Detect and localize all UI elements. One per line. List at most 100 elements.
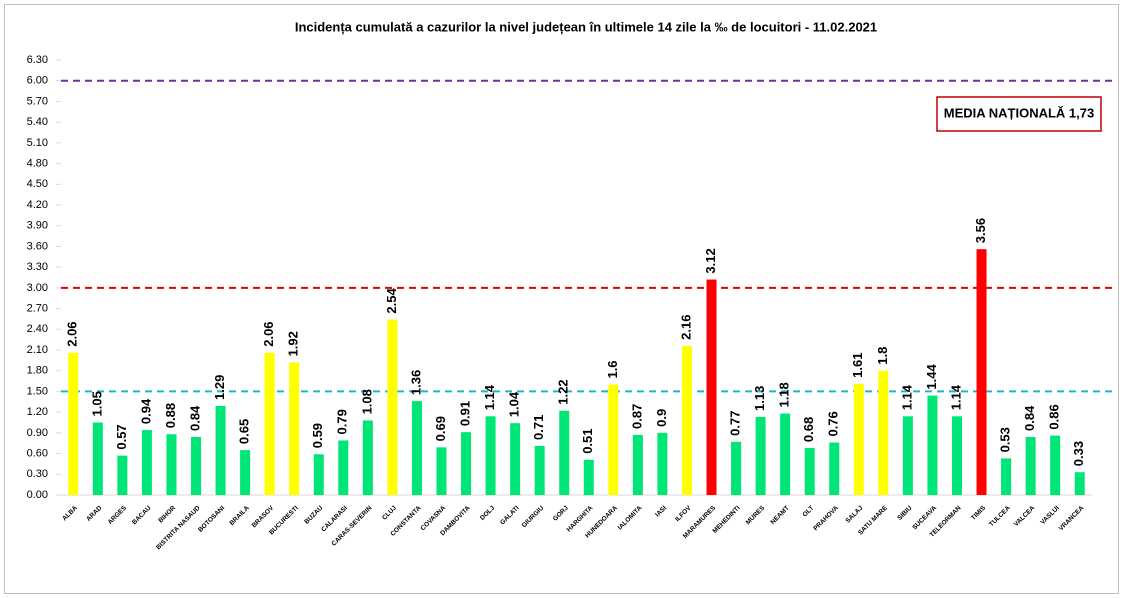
y-tick-label: 6.30: [27, 54, 48, 66]
bar: [927, 395, 938, 495]
bar: [780, 413, 791, 495]
value-label: 0.84: [187, 405, 202, 431]
y-tick-label: 1.50: [27, 385, 48, 397]
value-label: 0.51: [580, 428, 595, 453]
bar: [1074, 472, 1085, 495]
bar: [485, 416, 496, 495]
bar: [166, 434, 177, 495]
value-label: 1.8: [875, 347, 890, 365]
y-tick-label: 1.20: [27, 406, 48, 418]
y-tick-label: 0.60: [27, 447, 48, 459]
bar: [92, 422, 103, 495]
bar: [657, 432, 668, 495]
value-label: 0.33: [1071, 441, 1086, 466]
value-label: 0.57: [114, 424, 129, 449]
bar: [804, 448, 815, 495]
value-label: 1.14: [482, 384, 497, 410]
y-tick-label: 0.00: [27, 489, 48, 501]
y-tick-label: 4.50: [27, 178, 48, 190]
bar: [878, 370, 889, 495]
bar: [362, 420, 373, 495]
y-tick-label: 3.60: [27, 240, 48, 252]
bar: [608, 384, 619, 495]
value-label: 1.18: [777, 382, 792, 407]
y-tick-label: 5.40: [27, 116, 48, 128]
value-label: 1.61: [850, 353, 865, 378]
bar: [902, 416, 913, 495]
chart-frame: [4, 4, 1119, 594]
y-tick-label: 3.90: [27, 220, 48, 232]
bar: [240, 450, 251, 495]
value-label: 0.87: [629, 404, 644, 429]
y-tick-label: 2.10: [27, 344, 48, 356]
chart-title: Incidența cumulată a cazurilor la nivel …: [295, 19, 877, 34]
value-label: 2.16: [678, 315, 693, 340]
value-label: 0.76: [826, 411, 841, 436]
bar: [387, 319, 398, 495]
value-label: 1.14: [899, 384, 914, 410]
value-label: 1.05: [89, 391, 104, 416]
bar: [706, 279, 717, 495]
value-label: 2.06: [261, 321, 276, 346]
bar: [264, 352, 275, 495]
value-label: 0.53: [998, 427, 1013, 452]
value-label: 1.29: [212, 375, 227, 400]
value-label: 1.44: [924, 363, 939, 389]
value-label: 0.77: [727, 411, 742, 436]
value-label: 1.08: [359, 389, 374, 414]
value-label: 0.69: [433, 416, 448, 441]
bar: [436, 447, 447, 495]
bar: [411, 401, 422, 495]
bar: [976, 249, 987, 495]
value-label: 0.86: [1047, 404, 1062, 429]
value-label: 1.36: [408, 370, 423, 395]
bar: [215, 405, 226, 495]
y-tick-label: 3.30: [27, 261, 48, 273]
value-label: 0.65: [237, 419, 252, 444]
value-label: 2.54: [384, 288, 399, 314]
value-label: 1.92: [286, 331, 301, 356]
value-label: 3.12: [703, 248, 718, 273]
bar: [1050, 435, 1061, 495]
bar: [68, 352, 79, 495]
value-label: 0.71: [531, 415, 546, 440]
bar: [117, 455, 128, 495]
annotation: MEDIA NAȚIONALĂ 1,73: [944, 105, 1094, 120]
y-tick-label: 6.00: [27, 75, 48, 87]
y-tick-label: 3.00: [27, 282, 48, 294]
bar: [191, 437, 202, 495]
bar: [951, 416, 962, 495]
bar: [534, 445, 545, 495]
value-label: 0.91: [457, 401, 472, 426]
value-label: 0.84: [1022, 405, 1037, 431]
y-tick-label: 5.70: [27, 95, 48, 107]
bar: [141, 430, 152, 495]
value-label: 0.9: [654, 409, 669, 427]
bar: [755, 416, 766, 495]
value-label: 0.59: [310, 423, 325, 448]
value-label: 1.22: [556, 379, 571, 404]
value-label: 0.88: [163, 403, 178, 428]
bar: [731, 441, 742, 495]
bar: [1025, 437, 1036, 495]
value-label: 0.68: [801, 417, 816, 442]
value-label: 2.06: [65, 321, 80, 346]
bar: [829, 442, 840, 495]
value-label: 1.13: [752, 386, 767, 411]
y-tick-label: 0.90: [27, 427, 48, 439]
bar: [313, 454, 324, 495]
bar: [853, 383, 864, 495]
y-tick-label: 0.30: [27, 468, 48, 480]
bar: [510, 423, 521, 495]
value-label: 1.6: [605, 360, 620, 378]
value-label: 3.56: [973, 218, 988, 243]
y-tick-label: 2.70: [27, 302, 48, 314]
y-tick-label: 2.40: [27, 323, 48, 335]
value-label: 0.94: [138, 398, 153, 424]
y-tick-label: 4.80: [27, 157, 48, 169]
bar: [583, 459, 594, 495]
y-tick-label: 5.10: [27, 137, 48, 149]
bar: [559, 410, 570, 495]
bar: [289, 362, 300, 495]
